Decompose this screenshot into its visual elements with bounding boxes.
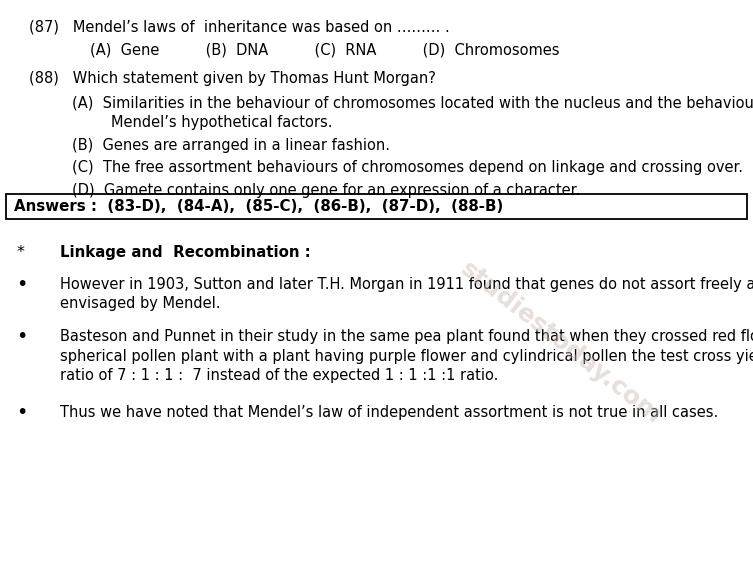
Text: (D)  Gamete contains only one gene for an expression of a character.: (D) Gamete contains only one gene for an… [72, 183, 580, 198]
Text: (A)  Gene          (B)  DNA          (C)  RNA          (D)  Chromosomes: (A) Gene (B) DNA (C) RNA (D) Chromosomes [90, 43, 560, 58]
Text: •: • [17, 403, 28, 422]
Text: (A)  Similarities in the behaviour of chromosomes located with the nucleus and t: (A) Similarities in the behaviour of chr… [72, 95, 753, 110]
Text: studiestoday.com: studiestoday.com [456, 257, 666, 428]
Text: ratio of 7 : 1 : 1 :  7 instead of the expected 1 : 1 :1 :1 ratio.: ratio of 7 : 1 : 1 : 7 instead of the ex… [60, 368, 498, 383]
Text: Mendel’s hypothetical factors.: Mendel’s hypothetical factors. [111, 115, 333, 130]
Text: Linkage and  Recombination :: Linkage and Recombination : [60, 245, 311, 260]
Text: *: * [17, 245, 24, 260]
Text: (B)  Genes are arranged in a linear fashion.: (B) Genes are arranged in a linear fashi… [72, 138, 389, 152]
Text: (88)   Which statement given by Thomas Hunt Morgan?: (88) Which statement given by Thomas Hun… [29, 71, 435, 86]
Text: •: • [17, 275, 28, 294]
Text: Basteson and Punnet in their study in the same pea plant found that when they cr: Basteson and Punnet in their study in th… [60, 329, 753, 344]
Text: (C)  The free assortment behaviours of chromosomes depend on linkage and crossin: (C) The free assortment behaviours of ch… [72, 160, 742, 175]
Text: Thus we have noted that Mendel’s law of independent assortment is not true in al: Thus we have noted that Mendel’s law of … [60, 405, 718, 420]
Text: envisaged by Mendel.: envisaged by Mendel. [60, 296, 221, 311]
FancyBboxPatch shape [6, 194, 747, 219]
Text: (87)   Mendel’s laws of  inheritance was based on ……… .: (87) Mendel’s laws of inheritance was ba… [29, 20, 450, 35]
Text: •: • [17, 327, 28, 347]
Text: spherical pollen plant with a plant having purple flower and cylindrical pollen : spherical pollen plant with a plant havi… [60, 349, 753, 364]
Text: However in 1903, Sutton and later T.H. Morgan in 1911 found that genes do not as: However in 1903, Sutton and later T.H. M… [60, 277, 753, 292]
Text: Answers :  (83-D),  (84-A),  (85-C),  (86-B),  (87-D),  (88-B): Answers : (83-D), (84-A), (85-C), (86-B)… [14, 199, 503, 214]
